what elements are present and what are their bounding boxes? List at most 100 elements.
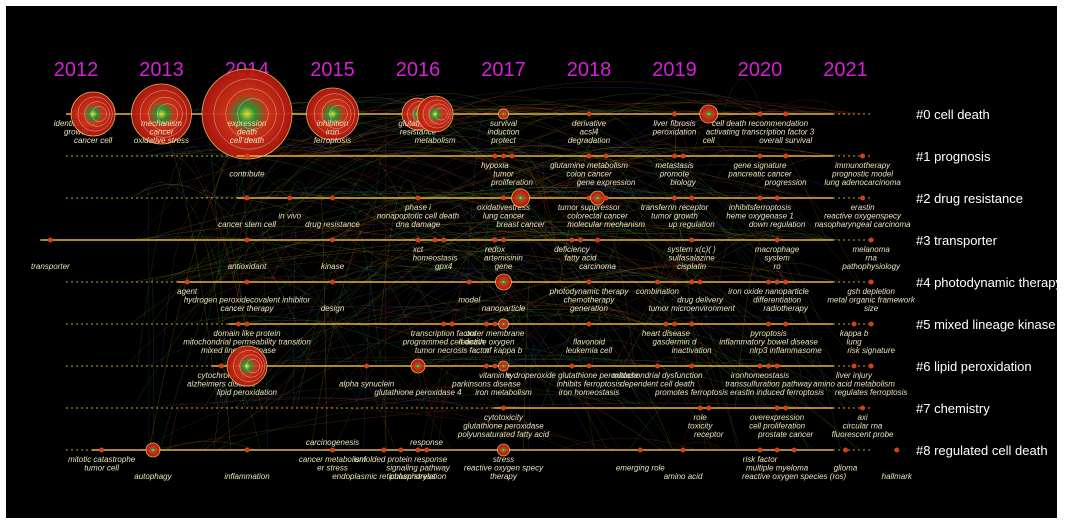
keyword-node [860,405,866,411]
citation-link [203,195,426,241]
citation-link [191,222,353,367]
keyword-node [330,447,335,453]
citation-link [388,260,622,325]
keyword-label: cancer metabolism [299,455,366,464]
keyword-label: nanoparticle [482,304,526,313]
keyword-label: breast cancer [496,220,545,229]
keyword-label: leukemia cell [566,346,612,355]
keyword-node [244,195,250,201]
keyword-node [654,279,660,285]
keyword-label: toxicity [688,422,713,431]
keyword-node [774,447,780,453]
keyword-label: promotes ferroptosis [654,388,728,397]
keyword-label: xct [412,245,424,254]
citation-link [131,232,841,283]
keyword-label: autophagy [134,472,172,481]
citation-link [346,146,829,325]
keyword-label: emerging role [616,464,665,473]
keyword-node [689,321,695,327]
keyword-label: tumor microenvironment [648,304,735,313]
keyword-node-ring [329,104,348,124]
keyword-node [184,279,190,285]
citation-link [444,81,777,115]
citation-link [678,364,857,451]
citation-link [205,350,224,409]
keyword-node [586,111,592,117]
citation-link [276,144,586,199]
citation-link [474,105,523,367]
year-label: 2020 [738,59,783,81]
keyword-label: colorectal cancer [567,212,628,221]
keyword-label: derivative [572,119,607,128]
citation-link [143,191,537,241]
citation-link [516,271,677,325]
keyword-node-ring [84,101,110,127]
keyword-node-ring [148,96,183,132]
keyword-label: nf kappa b [485,346,523,355]
keyword-node [244,153,250,159]
keyword-node [424,447,430,453]
citation-link [617,92,807,157]
cluster-row: identificationgrowthcancer cellmechanism… [54,68,990,160]
keyword-node [757,153,763,159]
keyword-node [672,195,677,201]
keyword-label: tumor suppressor [558,203,621,212]
citation-link [299,149,624,325]
keyword-node [586,321,592,327]
keyword-label: carcinoma [579,262,616,271]
citation-link [396,150,475,241]
keyword-label: gene [495,262,513,271]
citation-link [535,275,793,367]
citation-link [328,266,663,451]
citation-link [235,130,494,199]
citation-link [586,164,851,199]
keyword-label: overall survival [759,136,812,145]
keyword-node [492,321,498,327]
citation-link [306,147,723,241]
keyword-node-ring [77,96,113,132]
citation-link [463,314,860,409]
keyword-label: kappa b [840,329,869,338]
keyword-node [774,195,780,201]
citation-link [501,145,741,451]
keyword-label: erastin induced ferroptosis [730,388,824,397]
keyword-node [432,237,438,243]
keyword-label: prostate cancer [757,430,813,439]
keyword-label: up regulation [668,220,715,229]
keyword-label: lung adenocarcinoma [824,178,901,187]
year-label: 2012 [54,59,99,81]
keyword-node [492,363,498,369]
citation-link [499,232,761,409]
keyword-label: gene signature [734,161,787,170]
keyword-node [492,237,498,243]
citation-link [340,268,585,283]
keyword-label: cell proliferation [749,422,806,431]
keyword-label: endoplasmic reticulum stress [332,472,435,481]
keyword-label: transsulfuration pathway [725,380,813,389]
keyword-node-ring [213,78,285,150]
citation-link [433,265,782,367]
citation-link [418,147,741,241]
keyword-node [766,363,772,369]
keyword-label: cell death [230,136,265,145]
citation-link [564,140,695,199]
citation-link [151,277,155,451]
citation-link [591,188,655,367]
citation-link [355,258,437,325]
keyword-label: kinase [321,262,345,271]
citation-link [537,138,546,241]
keyword-node [603,195,609,201]
citation-link [261,190,748,367]
keyword-label: flavonoid [573,338,606,347]
keyword-label: hydroperoxide glutathione peroxidase [505,371,639,380]
keyword-label: er stress [317,464,348,473]
keyword-label: alzheimers disease [187,380,256,389]
citation-link [457,193,649,367]
keyword-label: lipid peroxidation [217,388,278,397]
keyword-node [774,279,780,285]
citation-link [502,99,858,283]
keyword-node [226,345,268,387]
keyword-node [586,153,592,159]
cluster-label: #0 cell death [916,107,990,122]
citation-link [176,153,188,199]
